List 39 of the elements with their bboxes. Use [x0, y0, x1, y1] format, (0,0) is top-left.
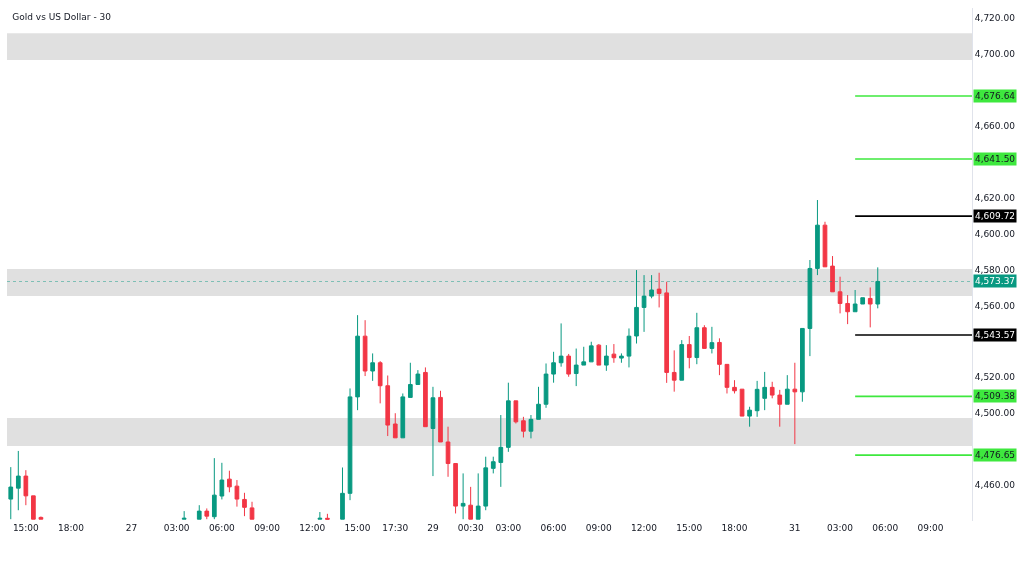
- x-tick-label: 09:00: [917, 523, 944, 533]
- y-tick-label: 4,700.00: [974, 49, 1016, 60]
- ref-line-label: 4,573.37: [975, 276, 1016, 286]
- x-tick-label: 03:00: [163, 523, 190, 533]
- x-tick-label: 12:00: [299, 523, 326, 533]
- ref-line-label: 4,609.72: [975, 211, 1016, 221]
- x-tick-label: 15:00: [12, 523, 40, 533]
- x-tick-label: 27: [125, 523, 138, 533]
- x-tick-label: 31: [789, 523, 801, 533]
- x-tick-label: 00:30: [457, 523, 484, 533]
- x-tick-label: 15:00: [344, 523, 371, 533]
- x-tick-label: 06:00: [872, 523, 899, 533]
- ref-line-label: 4,509.38: [975, 391, 1016, 401]
- x-tick-label: 18:00: [721, 523, 748, 533]
- x-tick-label: 12:00: [631, 523, 658, 533]
- y-tick-label: 4,620.00: [974, 192, 1016, 203]
- y-tick-label: 4,720.00: [974, 13, 1016, 24]
- x-tick-label: 06:00: [540, 523, 567, 533]
- text: Gold vs US Dollar - 30: [12, 12, 112, 23]
- x-tick-label: 09:00: [585, 523, 613, 533]
- y-tick-label: 4,460.00: [974, 480, 1016, 491]
- y-tick-label: 4,520.00: [974, 372, 1016, 383]
- ref-line-label: 4,641.50: [975, 154, 1016, 164]
- ref-line-label: 4,476.65: [975, 450, 1016, 460]
- x-tick-label: 03:00: [495, 523, 522, 533]
- y-tick-label: 4,580.00: [974, 264, 1016, 275]
- ref-line-label: 4,543.57: [975, 330, 1016, 340]
- y-tick-label: 4,560.00: [974, 300, 1016, 311]
- y-tick-label: 4,500.00: [974, 408, 1016, 419]
- x-tick-label: 29: [427, 523, 439, 533]
- x-tick-label: 03:00: [827, 523, 854, 533]
- x-tick-label: 18:00: [58, 523, 85, 533]
- x-tick-label: 06:00: [208, 523, 236, 533]
- x-tick-label: 17:30: [382, 523, 409, 533]
- ref-line-label: 4,676.64: [975, 91, 1016, 101]
- y-tick-label: 4,600.00: [974, 228, 1016, 239]
- x-tick-label: 15:00: [676, 523, 703, 533]
- y-tick-label: 4,660.00: [974, 120, 1016, 131]
- x-tick-label: 09:00: [254, 523, 281, 533]
